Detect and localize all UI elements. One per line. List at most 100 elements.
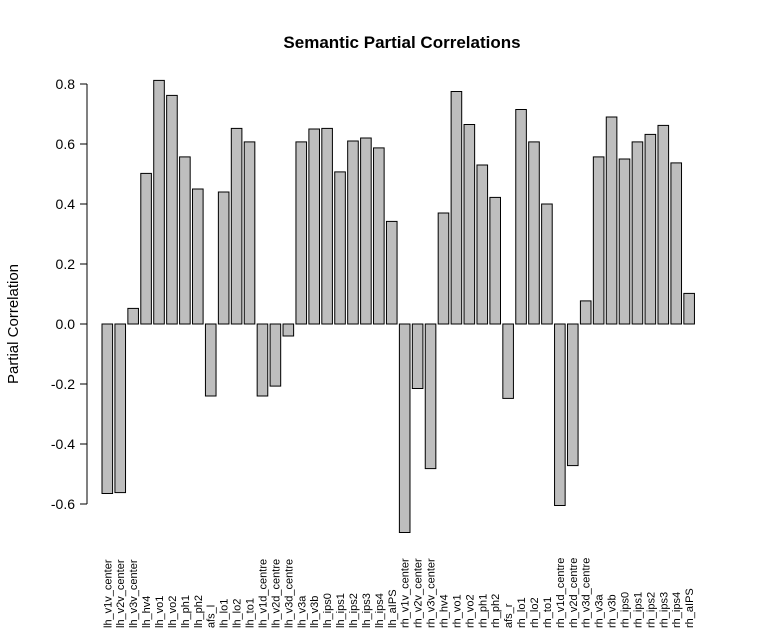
bar-lh_ips3: [360, 137, 372, 325]
bar-rh_ips3: [657, 124, 670, 325]
bar-lh_v3b: [308, 128, 320, 325]
x-tick-label: lh_aIPS: [387, 589, 399, 628]
x-tick-label: lh_v3d_centre: [283, 559, 295, 628]
x-tick-label: rh_v3v_center: [426, 558, 438, 628]
x-tick-label: lh_v2d_centre: [270, 559, 282, 628]
bar-rh_v3b: [605, 116, 618, 325]
x-tick-label: rh_ph2: [490, 594, 502, 628]
x-tick-label: rh_to1: [542, 597, 554, 628]
x-tick-label: lh_v3a: [296, 595, 308, 628]
x-tick-label: rh_v2d_centre: [568, 558, 580, 628]
bar-rh_ips1: [631, 141, 644, 325]
y-tick-label: 0.0: [56, 316, 76, 332]
x-tick-label: lh_vo2: [167, 596, 179, 628]
bar-lh_v3d_centre: [282, 323, 295, 337]
bar-rh_to1: [541, 203, 553, 325]
x-tick-label: lh_v2v_center: [115, 559, 127, 628]
x-tick-label: lh_ips0: [322, 593, 334, 628]
bar-lh_ips1: [334, 171, 346, 325]
x-tick-label: rh_ph1: [477, 594, 489, 628]
x-tick-label: lh_v1v_center: [102, 559, 114, 628]
x-tick-label: rh_ips1: [632, 592, 644, 628]
bar-lh_lo2: [230, 127, 243, 325]
y-axis: -0.6 -0.4 -0.2 0.0 0.2 0.4 0.6 0.8: [51, 76, 88, 512]
x-tick-label: lh_ph2: [193, 595, 205, 628]
bar-lh_ips4: [373, 147, 385, 325]
bar-rh_hv4: [437, 212, 450, 325]
y-tick-label: 0.4: [56, 196, 76, 212]
x-tick-label: afs_r: [503, 603, 515, 628]
bar-rh_ips4: [670, 162, 683, 325]
bar-rh_vo2: [463, 124, 476, 325]
bar-rh_v3d_centre: [579, 300, 592, 325]
x-tick-label: lh_ips2: [348, 593, 360, 628]
bar-lh_v2d_centre: [269, 323, 282, 387]
bar-lh_v1v_center: [101, 323, 114, 494]
x-tick-label: rh_vo1: [451, 594, 463, 628]
x-tick-label: lh_ips3: [361, 593, 373, 628]
bar-rh_v2v_center: [411, 323, 424, 389]
x-tick-label: rh_lo2: [529, 597, 541, 628]
bar-rh_v3v_center: [424, 323, 437, 470]
y-tick-label: 0.8: [56, 76, 76, 92]
bar-lh_v3v_center: [127, 307, 139, 325]
bar-rh_aIPS: [683, 292, 695, 325]
x-tick-label: rh_hv4: [438, 594, 450, 628]
x-tick-label: lh_v3b: [309, 596, 321, 628]
x-tick-label: rh_v3d_centre: [581, 558, 593, 628]
x-tick-label: rh_v1v_center: [400, 558, 412, 628]
x-tick-label: rh_ips0: [620, 592, 632, 628]
x-tick-label: rh_v3b: [607, 594, 619, 628]
bars-group: [101, 79, 695, 533]
bar-afs_r: [502, 323, 514, 399]
bar-rh_v1v_center: [398, 323, 411, 533]
x-tick-label: lh_lo1: [219, 599, 231, 628]
x-tick-label: rh_v2v_center: [413, 558, 425, 628]
bar-rh_v1d_centre: [554, 323, 566, 506]
x-tick-labels-group: lh_v1v_center lh_v2v_center lh_v3v_center l…: [102, 558, 696, 628]
x-tick-label: lh_ips4: [374, 593, 386, 628]
y-tick-label: 0.2: [56, 256, 76, 272]
bar-lh_v1d_centre: [256, 323, 269, 397]
bar-lh_v2v_center: [114, 323, 127, 494]
bar-rh_ph1: [476, 164, 489, 325]
x-tick-label: lh_ips1: [335, 593, 347, 628]
bar-rh_vo1: [450, 91, 463, 325]
bar-afs_l: [204, 323, 217, 397]
bar-lh_vo1: [153, 79, 165, 325]
x-tick-label: rh_vo2: [464, 594, 476, 628]
x-tick-label: rh_ips3: [658, 592, 670, 628]
x-tick-label: lh_to1: [245, 598, 257, 628]
x-tick-label: afs_l: [206, 605, 218, 628]
x-tick-label: lh_v1d_centre: [257, 559, 269, 628]
x-tick-label: lh_vo1: [154, 596, 166, 628]
bar-lh_vo2: [166, 94, 178, 325]
x-tick-label: lh_hv4: [141, 596, 153, 628]
y-tick-label: -0.2: [51, 376, 75, 392]
y-tick-label: 0.6: [56, 136, 76, 152]
bar-rh_v3a: [592, 156, 605, 325]
bar-lh_ph1: [179, 156, 191, 325]
x-tick-label: lh_ph1: [180, 595, 192, 628]
x-tick-label: rh_lo1: [516, 597, 528, 628]
x-tick-label: rh_v1d_centre: [555, 558, 567, 628]
bar-rh_ph2: [489, 196, 501, 325]
bar-lh_hv4: [140, 172, 152, 325]
y-tick-label: -0.6: [51, 496, 75, 512]
bar-rh_lo1: [515, 109, 527, 325]
bar-lh_v3a: [295, 141, 308, 325]
x-tick-label: rh_ips2: [645, 592, 657, 628]
bar-rh_v2d_centre: [566, 323, 579, 467]
x-tick-label: lh_v3v_center: [128, 559, 140, 628]
x-tick-label: rh_ips4: [671, 592, 683, 628]
y-tick-label: -0.4: [51, 436, 75, 452]
y-axis-label: Partial Correlation: [5, 264, 22, 384]
x-tick-label: rh_v3a: [594, 593, 606, 628]
bar-lh_ips0: [321, 127, 333, 325]
bar-lh_ph2: [192, 188, 204, 325]
bar-lh_aIPS: [385, 220, 398, 325]
chart-title: Semantic Partial Correlations: [283, 33, 520, 52]
bar-lh_lo1: [217, 191, 230, 325]
